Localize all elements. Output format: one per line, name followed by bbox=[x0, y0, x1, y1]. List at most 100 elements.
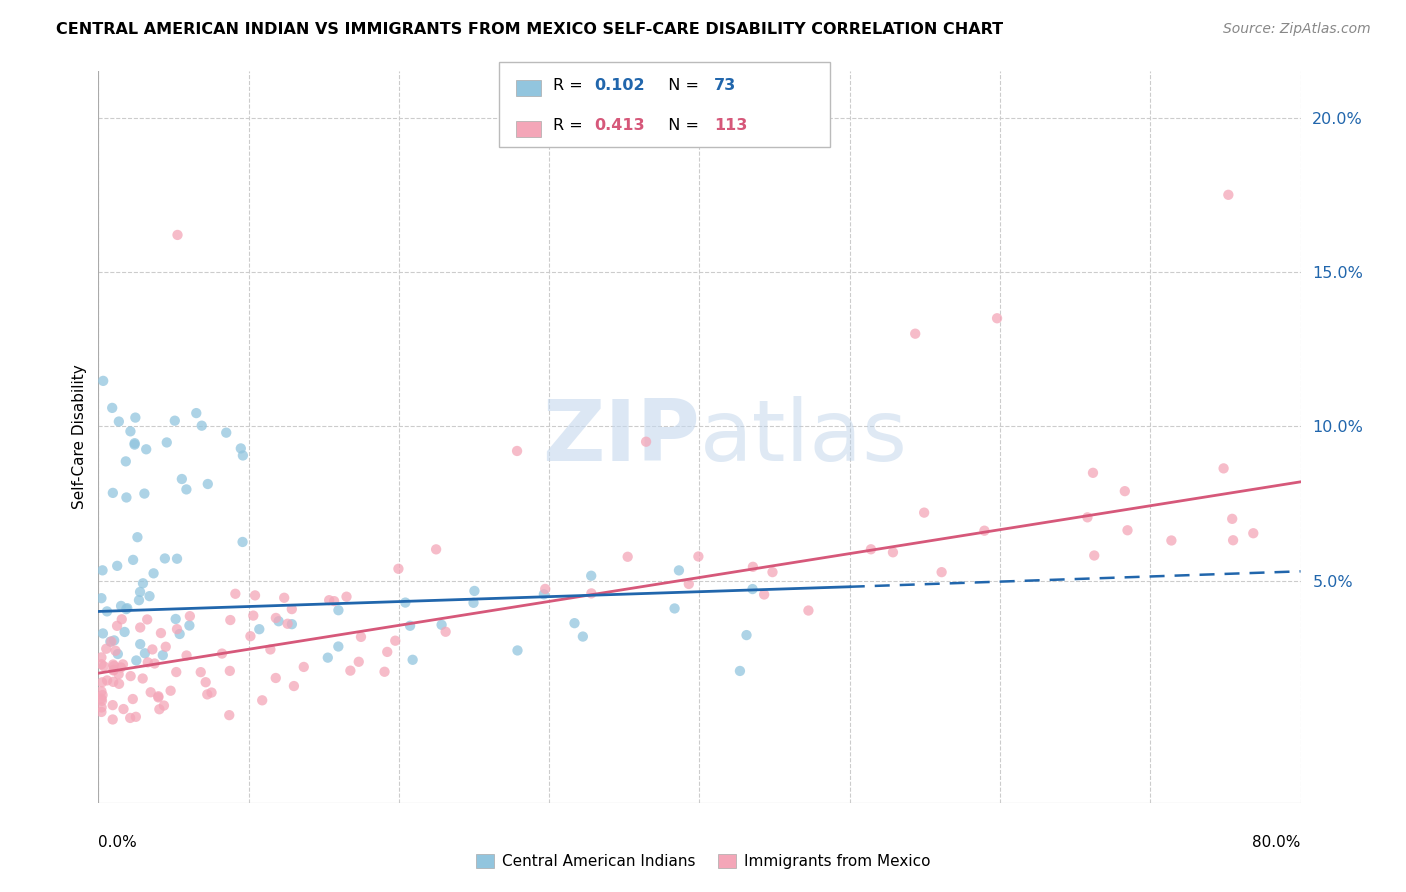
Point bbox=[100, 634, 122, 648]
Point bbox=[986, 311, 1008, 326]
Point bbox=[100, 634, 122, 648]
Point bbox=[579, 568, 602, 582]
Point bbox=[425, 542, 447, 557]
Point bbox=[350, 630, 373, 644]
Point bbox=[335, 590, 357, 604]
Point bbox=[616, 549, 638, 564]
Point bbox=[91, 626, 114, 640]
Point bbox=[1076, 510, 1098, 524]
Point bbox=[399, 619, 422, 633]
Point bbox=[973, 524, 995, 538]
Point bbox=[134, 486, 156, 500]
Point bbox=[247, 622, 270, 636]
Point bbox=[117, 601, 139, 615]
Point bbox=[384, 633, 406, 648]
Point bbox=[159, 683, 181, 698]
Point bbox=[328, 640, 350, 654]
Point bbox=[506, 444, 529, 458]
Point bbox=[101, 401, 124, 415]
Point bbox=[194, 675, 217, 690]
Point bbox=[211, 647, 233, 661]
Point bbox=[533, 587, 555, 601]
Point bbox=[103, 659, 125, 673]
Point bbox=[267, 614, 290, 628]
Point bbox=[859, 542, 882, 557]
Point bbox=[678, 577, 700, 591]
Point bbox=[112, 702, 135, 716]
Point bbox=[125, 653, 148, 667]
Point bbox=[281, 602, 304, 616]
Point bbox=[218, 664, 240, 678]
Point bbox=[122, 553, 145, 567]
Point bbox=[107, 647, 129, 661]
Point bbox=[166, 227, 188, 242]
Point bbox=[105, 619, 128, 633]
Point bbox=[163, 414, 186, 428]
Point bbox=[195, 687, 218, 701]
Point bbox=[108, 677, 131, 691]
Point bbox=[232, 449, 254, 463]
Point bbox=[120, 425, 142, 439]
Point bbox=[121, 692, 143, 706]
Point bbox=[139, 685, 162, 699]
Point bbox=[115, 491, 138, 505]
Point bbox=[103, 674, 125, 689]
Point bbox=[91, 563, 114, 577]
Point bbox=[176, 483, 198, 497]
Point bbox=[912, 506, 935, 520]
Point bbox=[129, 585, 152, 599]
Point bbox=[250, 693, 273, 707]
Point bbox=[96, 673, 118, 688]
Point bbox=[90, 591, 112, 606]
Point bbox=[273, 591, 295, 605]
Text: 0.102: 0.102 bbox=[595, 78, 645, 93]
Point bbox=[90, 650, 112, 665]
Point bbox=[323, 594, 346, 608]
Point bbox=[110, 660, 132, 674]
Point bbox=[1116, 523, 1139, 537]
Point bbox=[215, 425, 238, 440]
Point bbox=[96, 604, 118, 618]
Point bbox=[283, 679, 305, 693]
Point bbox=[143, 657, 166, 671]
Text: 0.0%: 0.0% bbox=[98, 836, 138, 850]
Point bbox=[103, 664, 125, 678]
Text: Source: ZipAtlas.com: Source: ZipAtlas.com bbox=[1223, 22, 1371, 37]
Point bbox=[115, 602, 138, 616]
Point bbox=[534, 582, 557, 596]
Point bbox=[264, 611, 287, 625]
Point bbox=[668, 563, 690, 577]
Point bbox=[142, 566, 165, 581]
Point bbox=[179, 609, 201, 624]
Point bbox=[129, 620, 152, 634]
Point bbox=[166, 622, 188, 636]
Text: N =: N = bbox=[658, 78, 704, 93]
Point bbox=[90, 684, 112, 698]
Text: R =: R = bbox=[553, 119, 588, 134]
Point bbox=[239, 629, 262, 643]
Point bbox=[741, 582, 763, 596]
Point bbox=[1114, 484, 1136, 499]
Point bbox=[375, 645, 398, 659]
Point bbox=[664, 601, 686, 615]
Point bbox=[339, 664, 361, 678]
Point bbox=[101, 698, 124, 713]
Point bbox=[259, 642, 281, 657]
Point bbox=[882, 545, 904, 559]
Point bbox=[108, 415, 131, 429]
Point bbox=[292, 660, 315, 674]
Point bbox=[128, 593, 150, 607]
Text: 73: 73 bbox=[714, 78, 737, 93]
Point bbox=[219, 613, 242, 627]
Point bbox=[564, 616, 586, 631]
Point bbox=[190, 665, 212, 680]
Point bbox=[463, 596, 485, 610]
Point bbox=[124, 437, 146, 451]
Point bbox=[186, 406, 208, 420]
Point bbox=[1081, 466, 1104, 480]
Point bbox=[735, 628, 758, 642]
Point bbox=[111, 657, 134, 672]
Point bbox=[1160, 533, 1182, 548]
Point bbox=[1220, 512, 1243, 526]
Point bbox=[572, 630, 595, 644]
